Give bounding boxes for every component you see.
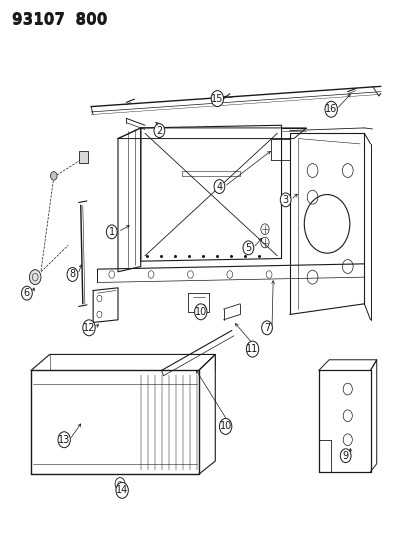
- Circle shape: [58, 432, 70, 448]
- Circle shape: [67, 268, 78, 281]
- Circle shape: [219, 418, 231, 434]
- Circle shape: [214, 180, 224, 193]
- Circle shape: [154, 124, 164, 138]
- Text: 93107  800: 93107 800: [12, 13, 107, 28]
- Text: 6: 6: [24, 288, 30, 298]
- Circle shape: [211, 91, 223, 107]
- Circle shape: [50, 172, 57, 180]
- Circle shape: [83, 320, 95, 336]
- Text: 12: 12: [83, 323, 95, 333]
- Circle shape: [339, 449, 350, 463]
- Circle shape: [29, 270, 41, 285]
- Text: 16: 16: [324, 104, 337, 114]
- Text: 3: 3: [282, 195, 288, 205]
- Text: 10: 10: [194, 307, 206, 317]
- Circle shape: [116, 482, 128, 498]
- FancyBboxPatch shape: [78, 151, 88, 163]
- Text: 1: 1: [109, 227, 114, 237]
- Circle shape: [194, 304, 206, 320]
- Text: 4: 4: [216, 182, 222, 191]
- Text: 11: 11: [246, 344, 258, 354]
- Text: 2: 2: [156, 126, 162, 135]
- Text: 8: 8: [69, 270, 75, 279]
- Circle shape: [115, 478, 125, 490]
- Circle shape: [261, 321, 272, 335]
- Text: 14: 14: [116, 486, 128, 495]
- Circle shape: [242, 241, 253, 255]
- Text: 13: 13: [58, 435, 70, 445]
- Text: 7: 7: [263, 323, 270, 333]
- Circle shape: [246, 341, 258, 357]
- Circle shape: [106, 225, 117, 239]
- Circle shape: [21, 286, 32, 300]
- Circle shape: [324, 101, 337, 117]
- Text: 10: 10: [219, 422, 231, 431]
- Circle shape: [280, 193, 290, 207]
- Text: 5: 5: [244, 243, 251, 253]
- Text: 93107  800: 93107 800: [12, 12, 107, 27]
- Text: 9: 9: [342, 451, 348, 461]
- Text: 15: 15: [211, 94, 223, 103]
